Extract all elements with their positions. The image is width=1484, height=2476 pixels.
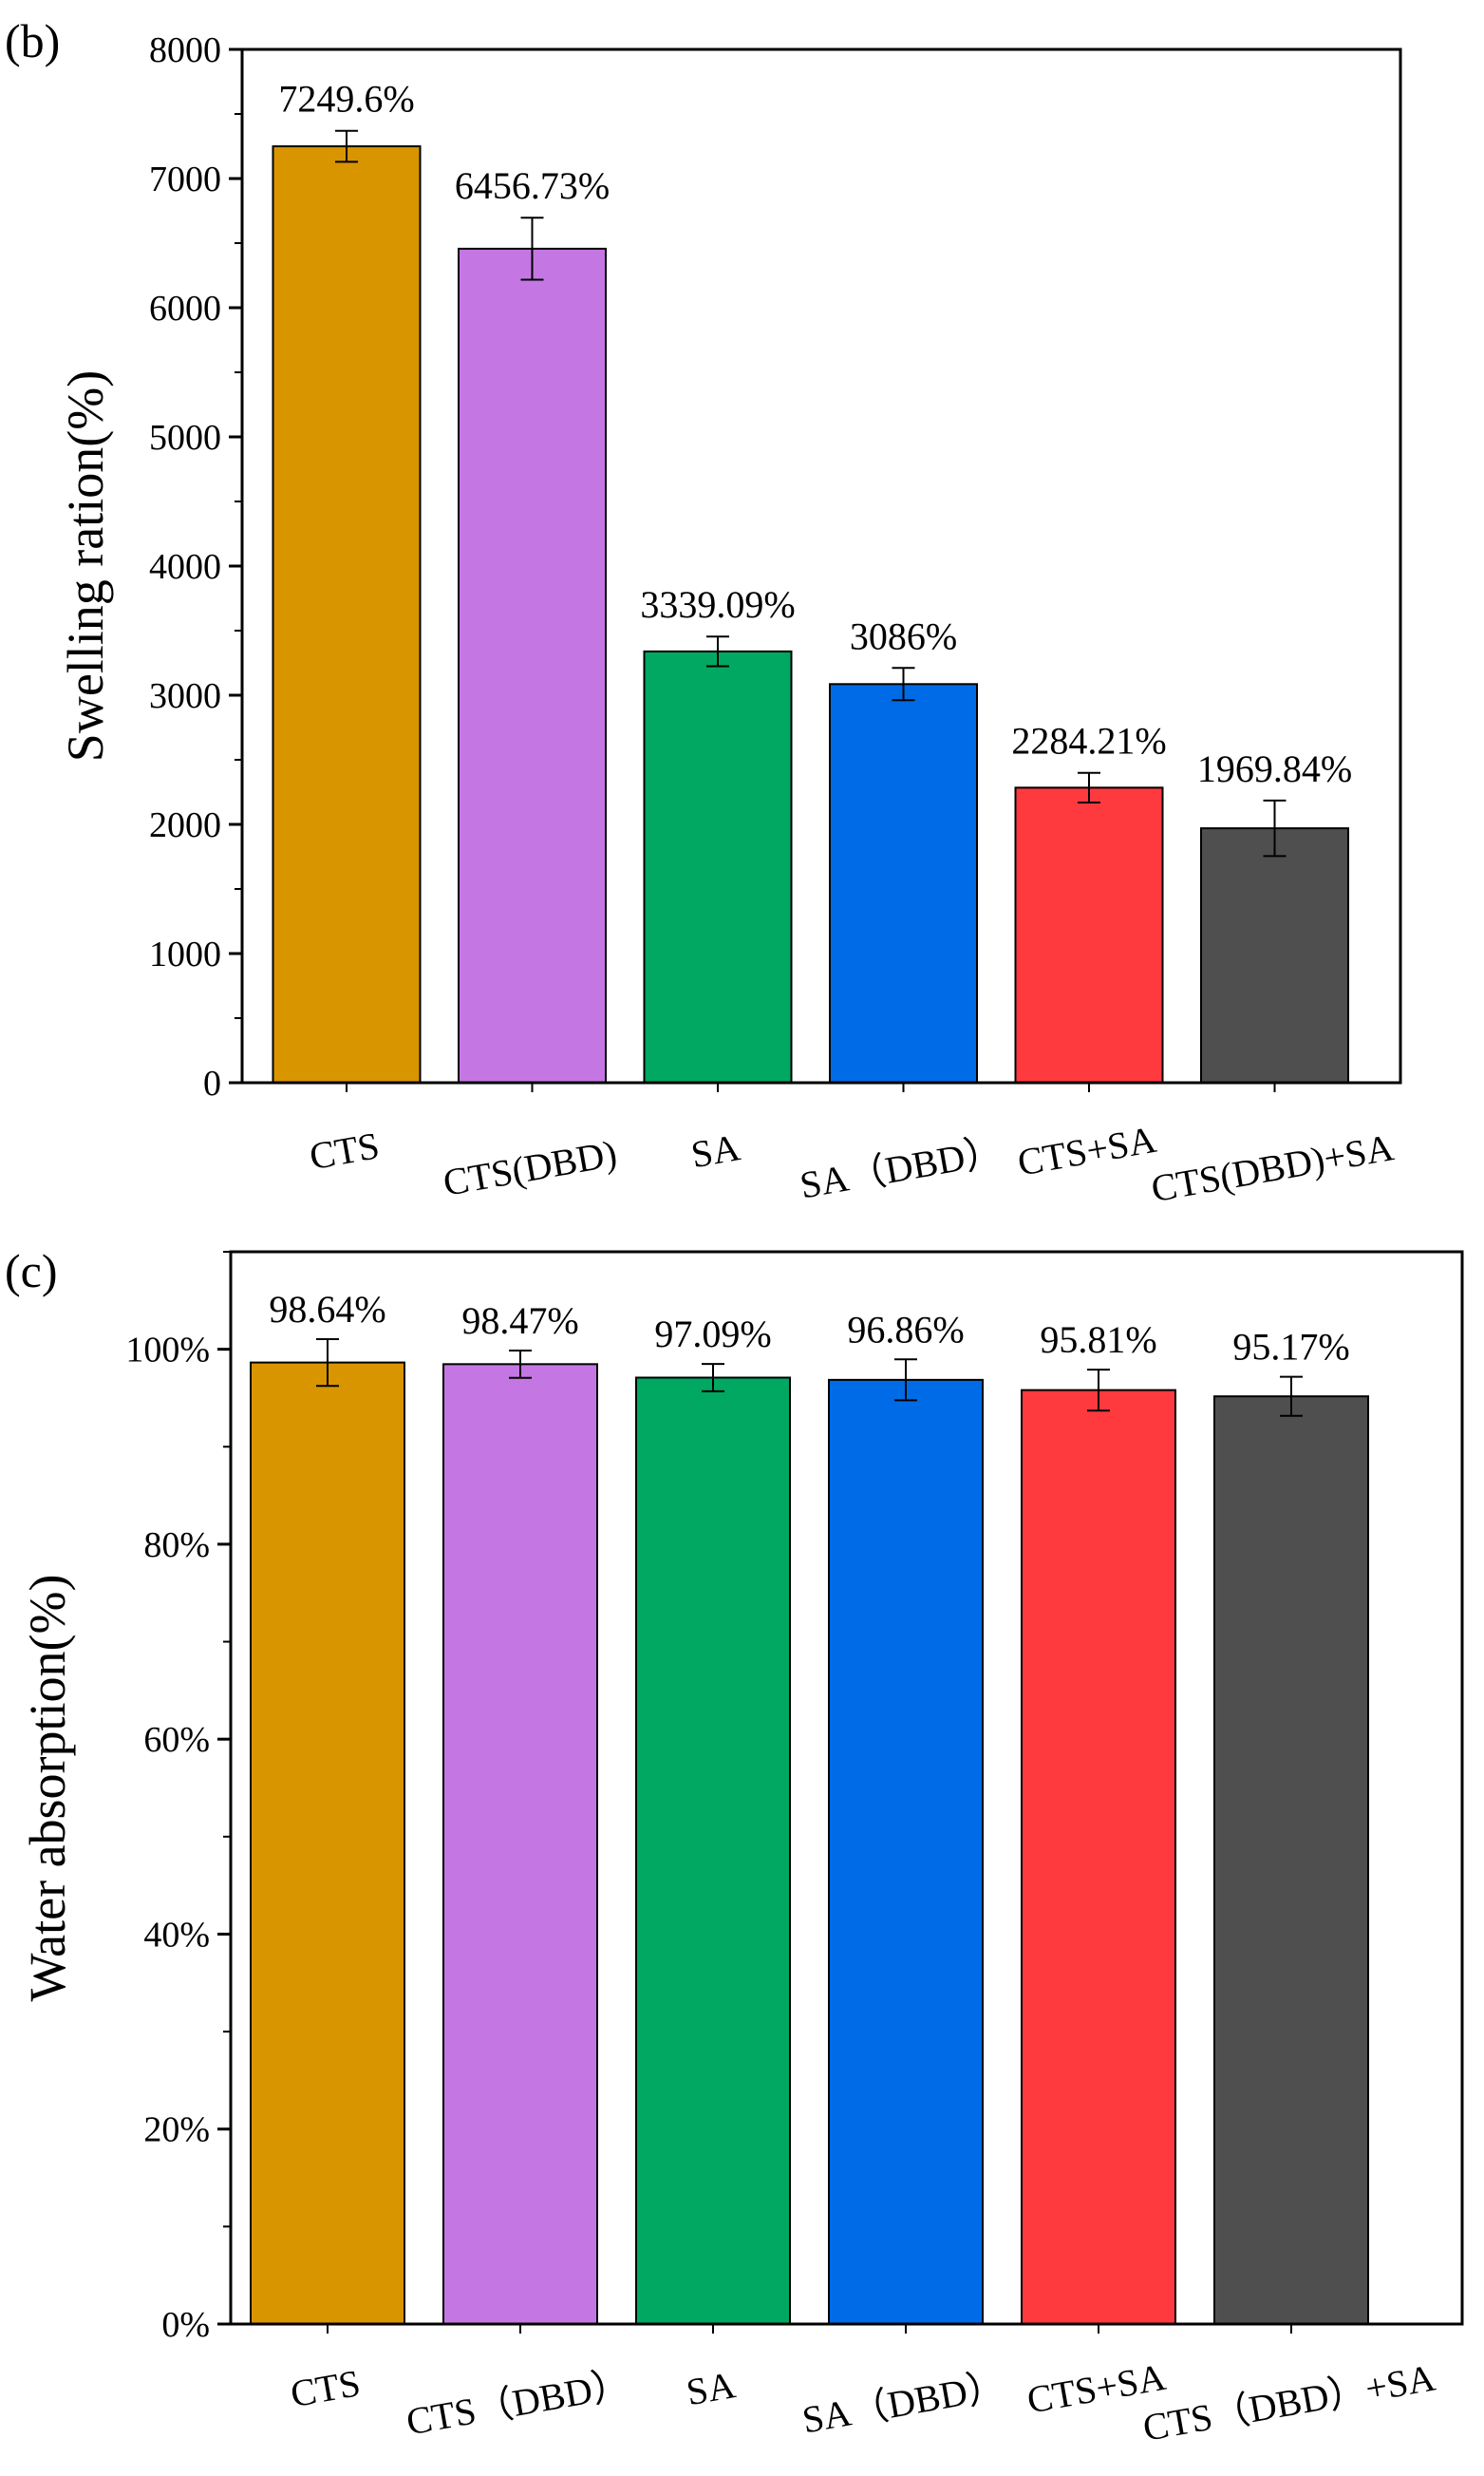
- data-label-2: 98.47%: [461, 1299, 578, 1342]
- x-category-label-4: SA（DBD）: [797, 1129, 1005, 1207]
- error-bar-2: [520, 217, 544, 281]
- error-bar-1: [316, 1337, 339, 1388]
- x-category-label-6: CTS(DBD)+SA: [1148, 1125, 1397, 1210]
- data-label-4: 3086%: [850, 614, 957, 657]
- x-category-label-3: SA: [684, 2363, 739, 2413]
- bar-4: [829, 683, 978, 1085]
- data-label-5: 95.81%: [1040, 1318, 1156, 1361]
- y-axis-title: Water absorption(%): [19, 1575, 76, 2002]
- y-tick-label: 2000: [149, 805, 221, 845]
- y-tick-label: 40%: [143, 1915, 210, 1955]
- error-bar-3: [702, 1363, 724, 1392]
- bar-1: [272, 145, 422, 1085]
- data-label-3: 97.09%: [654, 1313, 771, 1355]
- chart-panel-c: (c) 98.64% 98.47% 97.09% 96.86% 95.81% 95.17% 0…: [5, 1244, 1464, 2449]
- data-label-1: 7249.6%: [278, 78, 414, 121]
- y-tick-label: 3000: [149, 676, 221, 716]
- y-tick-label: 0%: [161, 2305, 210, 2345]
- bar-4: [828, 1378, 984, 2325]
- x-category-label-1: CTS: [288, 2361, 364, 2415]
- x-category-label-2: CTS（DBD）: [404, 2362, 633, 2444]
- y-tick-label: 100%: [125, 1331, 210, 1370]
- y-tick-label: 80%: [143, 1525, 210, 1565]
- y-tick-label: 5000: [149, 418, 221, 458]
- error-bar-5: [1087, 1369, 1110, 1412]
- data-label-6: 1969.84%: [1197, 747, 1352, 790]
- chart-panel-b: (b) 7249.6% 6456.73% 3339.09% 3086% 2284.21% 1…: [5, 14, 1402, 1210]
- panel-label: (c): [5, 1244, 58, 1297]
- error-bar-2: [509, 1349, 532, 1379]
- error-bar-1: [335, 129, 358, 163]
- error-bar-6: [1263, 799, 1287, 858]
- bar-5: [1014, 786, 1164, 1084]
- x-category-label-2: CTS(DBD): [440, 1132, 619, 1204]
- data-label-3: 3339.09%: [640, 583, 795, 626]
- bar-5: [1021, 1389, 1176, 2325]
- error-bar-4: [892, 667, 915, 702]
- error-bar-6: [1280, 1375, 1303, 1417]
- bar-2: [442, 1363, 598, 2325]
- y-axis-title: Swelling ration(%): [57, 370, 114, 762]
- data-label-2: 6456.73%: [455, 164, 610, 207]
- y-tick-label: 4000: [149, 547, 221, 587]
- y-tick-label: 6000: [149, 289, 221, 329]
- data-label-6: 95.17%: [1232, 1326, 1349, 1369]
- data-label-5: 2284.21%: [1011, 720, 1166, 763]
- x-category-label-6: CTS（DBD）+SA: [1139, 2355, 1438, 2448]
- plot-frame: [229, 1250, 1464, 2326]
- bar-2: [458, 247, 607, 1085]
- bar-3: [643, 650, 793, 1085]
- y-tick-label: 8000: [149, 30, 221, 70]
- error-bar-3: [706, 635, 729, 668]
- x-category-label-3: SA: [688, 1125, 743, 1176]
- data-label-1: 98.64%: [269, 1288, 385, 1331]
- x-category-label-1: CTS: [307, 1124, 383, 1178]
- bar-3: [635, 1376, 791, 2325]
- bar-1: [250, 1361, 405, 2325]
- data-label-4: 96.86%: [847, 1308, 964, 1351]
- error-bar-4: [894, 1358, 917, 1402]
- y-tick-label: 60%: [143, 1720, 210, 1760]
- panel-label: (b): [5, 14, 60, 67]
- error-bar-5: [1078, 771, 1100, 803]
- bar-6: [1213, 1395, 1369, 2325]
- x-category-label-5: CTS+SA: [1014, 1118, 1159, 1184]
- y-tick-label: 0: [203, 1064, 221, 1104]
- y-tick-label: 7000: [149, 160, 221, 199]
- bar-6: [1200, 827, 1349, 1084]
- x-category-label-4: SA（DBD）: [799, 2364, 1008, 2442]
- y-tick-label: 20%: [143, 2110, 210, 2150]
- y-tick-label: 1000: [149, 935, 221, 974]
